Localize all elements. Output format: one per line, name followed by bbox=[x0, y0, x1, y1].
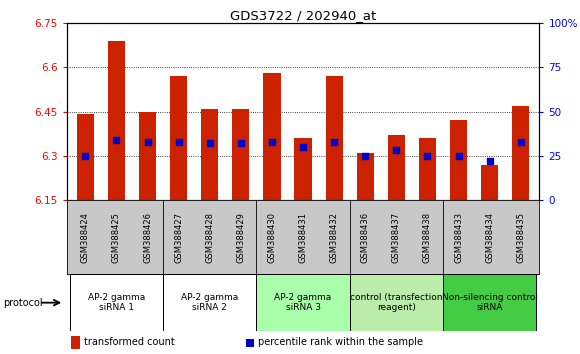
Text: GSM388429: GSM388429 bbox=[237, 212, 245, 263]
Text: GSM388428: GSM388428 bbox=[205, 212, 214, 263]
Point bbox=[174, 139, 183, 144]
Text: GSM388424: GSM388424 bbox=[81, 212, 90, 263]
Bar bbox=[388, 135, 405, 200]
Point bbox=[392, 148, 401, 153]
Text: GSM388426: GSM388426 bbox=[143, 212, 152, 263]
Point bbox=[454, 153, 463, 159]
Text: GSM388427: GSM388427 bbox=[174, 212, 183, 263]
Point bbox=[361, 153, 370, 159]
Text: GSM388431: GSM388431 bbox=[299, 212, 307, 263]
Bar bbox=[170, 76, 187, 200]
Point bbox=[112, 137, 121, 143]
Text: AP-2 gamma
siRNA 3: AP-2 gamma siRNA 3 bbox=[274, 293, 332, 312]
Bar bbox=[256, 274, 350, 331]
Point bbox=[143, 139, 152, 144]
Bar bbox=[233, 109, 249, 200]
Bar bbox=[481, 165, 498, 200]
Bar bbox=[450, 120, 467, 200]
Point bbox=[267, 139, 277, 144]
Bar bbox=[246, 339, 254, 347]
Text: GSM388425: GSM388425 bbox=[112, 212, 121, 263]
Bar bbox=[163, 274, 256, 331]
Text: GSM388434: GSM388434 bbox=[485, 212, 494, 263]
Text: control (transfection
reagent): control (transfection reagent) bbox=[350, 293, 443, 312]
Bar bbox=[419, 138, 436, 200]
Bar bbox=[443, 274, 536, 331]
Bar bbox=[295, 138, 311, 200]
Bar bbox=[512, 105, 530, 200]
Text: GSM388430: GSM388430 bbox=[267, 212, 277, 263]
Text: percentile rank within the sample: percentile rank within the sample bbox=[258, 337, 423, 348]
Text: AP-2 gamma
siRNA 1: AP-2 gamma siRNA 1 bbox=[88, 293, 145, 312]
Bar bbox=[139, 112, 156, 200]
Point bbox=[423, 153, 432, 159]
Bar bbox=[70, 274, 163, 331]
Text: protocol: protocol bbox=[3, 298, 42, 308]
Text: AP-2 gamma
siRNA 2: AP-2 gamma siRNA 2 bbox=[181, 293, 238, 312]
Bar bbox=[350, 274, 443, 331]
Bar bbox=[77, 114, 94, 200]
Text: Non-silencing control
siRNA: Non-silencing control siRNA bbox=[441, 293, 538, 312]
Text: transformed count: transformed count bbox=[84, 337, 175, 348]
Point bbox=[485, 158, 494, 164]
Text: GSM388432: GSM388432 bbox=[329, 212, 339, 263]
Point bbox=[329, 139, 339, 144]
Bar bbox=[71, 336, 80, 349]
Text: GSM388436: GSM388436 bbox=[361, 212, 369, 263]
Text: GSM388437: GSM388437 bbox=[392, 212, 401, 263]
Point bbox=[236, 141, 245, 146]
Title: GDS3722 / 202940_at: GDS3722 / 202940_at bbox=[230, 9, 376, 22]
Bar bbox=[263, 73, 281, 200]
Bar bbox=[325, 76, 343, 200]
Text: GSM388433: GSM388433 bbox=[454, 212, 463, 263]
Text: GSM388438: GSM388438 bbox=[423, 212, 432, 263]
Bar bbox=[108, 41, 125, 200]
Point bbox=[205, 141, 215, 146]
Bar bbox=[201, 109, 218, 200]
Text: GSM388435: GSM388435 bbox=[516, 212, 525, 263]
Point bbox=[298, 144, 307, 150]
Bar bbox=[357, 153, 374, 200]
Point bbox=[81, 153, 90, 159]
Point bbox=[516, 139, 525, 144]
